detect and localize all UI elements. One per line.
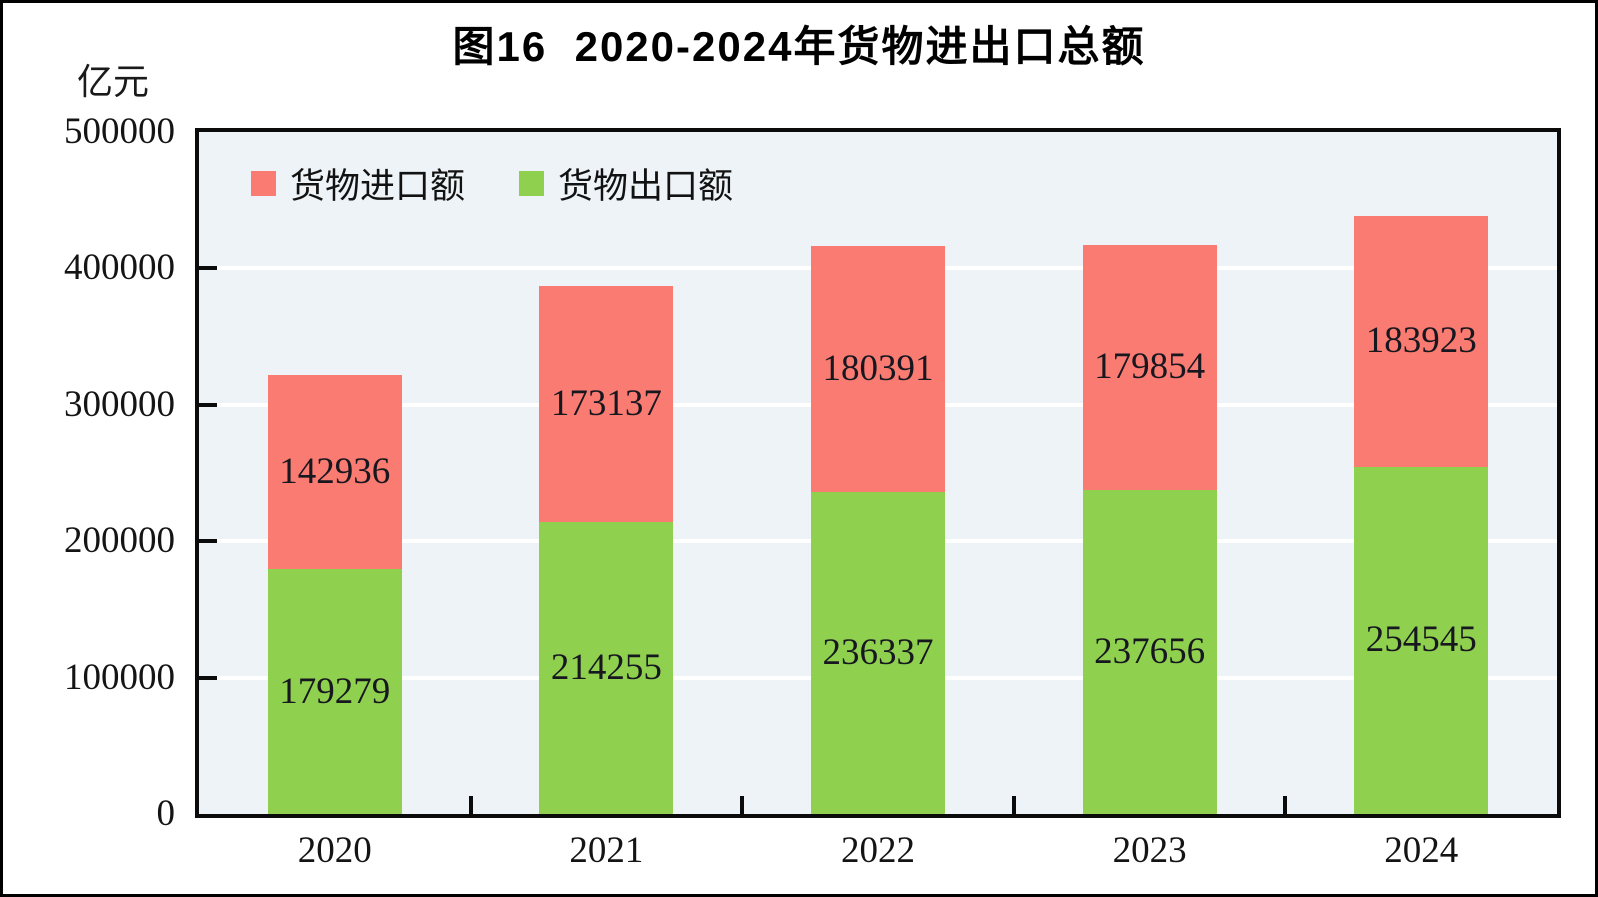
bar-2020-imports-segment bbox=[267, 374, 402, 570]
x-tick-mark-2 bbox=[740, 796, 745, 814]
bar-2022-imports-segment bbox=[811, 245, 945, 492]
bar-2023-imports-segment bbox=[1082, 244, 1217, 490]
y-axis-label-0: 0 bbox=[156, 793, 176, 834]
bar-2020: 142936 179279 bbox=[267, 374, 402, 814]
bar-2024: 183923 254545 bbox=[1354, 215, 1489, 814]
legend: 货物进口额 货物出口额 bbox=[251, 158, 733, 209]
bar-2020-exports-segment bbox=[267, 569, 402, 814]
y-tick-mark-400000 bbox=[199, 266, 217, 271]
bar-2023: 179854 237656 bbox=[1082, 244, 1217, 814]
y-tick-mark-200000 bbox=[199, 539, 217, 544]
x-axis-label-2023: 2023 bbox=[1112, 830, 1187, 871]
bar-2024-imports-value-label: 183923 bbox=[1365, 320, 1477, 362]
y-axis-label-400000: 400000 bbox=[64, 247, 175, 289]
bar-2021: 173137 214255 bbox=[539, 285, 674, 814]
bar-2021-exports-value-label: 214255 bbox=[550, 646, 662, 688]
x-tick-mark-3 bbox=[1011, 796, 1016, 814]
bar-2020-imports-value-label: 142936 bbox=[279, 450, 391, 492]
x-tick-mark-4 bbox=[1283, 796, 1288, 814]
legend-label-imports: 货物进口额 bbox=[290, 167, 466, 206]
y-tick-mark-300000 bbox=[199, 402, 217, 407]
bar-2021-exports-segment bbox=[539, 521, 674, 814]
y-axis-label-300000: 300000 bbox=[64, 383, 175, 425]
y-axis-label-500000: 500000 bbox=[64, 111, 175, 152]
y-axis-unit-label: 亿元 bbox=[77, 62, 150, 102]
x-tick-mark-1 bbox=[468, 796, 473, 814]
bar-2024-exports-segment bbox=[1354, 466, 1489, 814]
bar-2022-imports-value-label: 180391 bbox=[822, 347, 934, 389]
x-axis-label-2021: 2021 bbox=[569, 830, 644, 871]
bar-2023-exports-segment bbox=[1082, 489, 1217, 814]
x-axis-label-2020: 2020 bbox=[297, 830, 372, 871]
legend-swatch-imports bbox=[251, 171, 276, 196]
y-axis-label-200000: 200000 bbox=[64, 520, 175, 562]
bar-2024-exports-value-label: 254545 bbox=[1365, 619, 1477, 661]
bar-2023-exports-value-label: 237656 bbox=[1094, 630, 1206, 672]
bar-2021-imports-segment bbox=[539, 285, 674, 522]
legend-swatch-exports bbox=[519, 171, 545, 196]
bar-2022-exports-value-label: 236337 bbox=[822, 631, 934, 673]
bar-2022-exports-segment bbox=[811, 491, 945, 814]
bar-2020-exports-value-label: 179279 bbox=[279, 670, 391, 712]
x-axis-label-2022: 2022 bbox=[841, 830, 915, 871]
x-axis-label-2024: 2024 bbox=[1384, 830, 1459, 871]
y-axis-label-100000: 100000 bbox=[64, 656, 175, 698]
bar-2024-imports-segment bbox=[1354, 215, 1489, 467]
bar-2022: 180391 236337 bbox=[811, 245, 945, 814]
plot-area: 货物进口额 货物出口额 142936 179279 173137 214255 1803… bbox=[195, 128, 1561, 818]
y-tick-mark-100000 bbox=[199, 675, 217, 680]
chart-title: 图16 2020-2024年货物进出口总额 bbox=[452, 23, 1146, 70]
bar-2023-imports-value-label: 179854 bbox=[1094, 346, 1206, 388]
bar-2021-imports-value-label: 173137 bbox=[550, 382, 662, 424]
legend-label-exports: 货物出口额 bbox=[558, 167, 734, 206]
